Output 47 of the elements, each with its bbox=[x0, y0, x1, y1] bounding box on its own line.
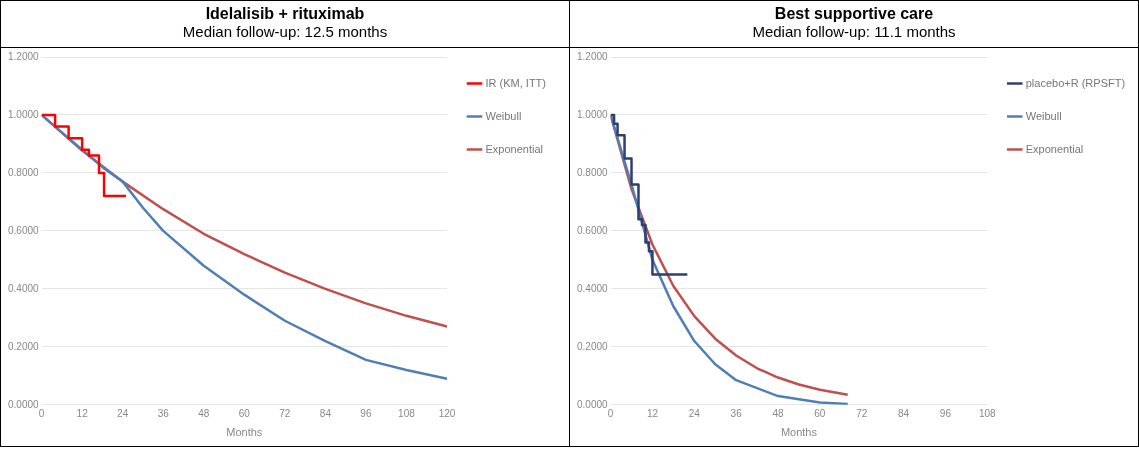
x-tick-label: 60 bbox=[238, 407, 251, 419]
y-tick-label: 1.0000 bbox=[7, 108, 40, 120]
legend-label: Weibull bbox=[485, 109, 522, 122]
x-tick-label: 84 bbox=[897, 407, 910, 419]
x-tick-label: 0 bbox=[607, 407, 614, 419]
y-tick-label: 0.0000 bbox=[7, 398, 40, 410]
x-tick-label: 120 bbox=[438, 407, 456, 419]
y-tick-label: 0.2000 bbox=[7, 340, 40, 352]
y-tick-label: 1.2000 bbox=[576, 50, 609, 62]
x-tick-label: 12 bbox=[646, 407, 659, 419]
x-tick-label: 108 bbox=[398, 407, 416, 419]
x-tick-label: 84 bbox=[319, 407, 332, 419]
x-tick-label: 108 bbox=[978, 407, 997, 419]
x-tick-label: 48 bbox=[772, 407, 784, 419]
y-tick-label: 1.0000 bbox=[576, 108, 609, 120]
chart-subtitle: Median follow-up: 11.1 months bbox=[751, 23, 957, 40]
legend-label: Exponential bbox=[485, 142, 544, 155]
y-tick-label: 0.8000 bbox=[576, 166, 609, 178]
chart-title: Idelalisib + rituximab bbox=[204, 5, 366, 23]
x-tick-label: 36 bbox=[157, 407, 170, 419]
x-tick-label: 72 bbox=[856, 407, 868, 419]
x-tick-label: 96 bbox=[939, 407, 952, 419]
x-tick-label: 24 bbox=[117, 407, 129, 419]
legend-label: Weibull bbox=[1025, 109, 1062, 122]
x-tick-label: 36 bbox=[730, 407, 743, 419]
y-tick-label: 0.4000 bbox=[576, 282, 609, 294]
y-tick-label: 1.2000 bbox=[7, 50, 40, 62]
x-tick-label: 96 bbox=[360, 407, 372, 419]
x-tick-label: 12 bbox=[76, 407, 89, 419]
x-tick-label: 0 bbox=[38, 407, 45, 419]
legend-label: placebo+R (RPSFT) bbox=[1025, 76, 1126, 89]
y-tick-label: 0.2000 bbox=[576, 340, 609, 352]
x-axis-title: Months bbox=[226, 426, 263, 439]
legend-label: IR (KM, ITT) bbox=[485, 76, 547, 89]
x-axis-title: Months bbox=[780, 426, 818, 439]
x-tick-label: 24 bbox=[688, 407, 701, 419]
y-tick-label: 0.8000 bbox=[7, 166, 40, 178]
x-tick-label: 60 bbox=[814, 407, 826, 419]
y-tick-label: 0.6000 bbox=[7, 224, 40, 236]
y-tick-label: 0.4000 bbox=[7, 282, 40, 294]
legend-label: Exponential bbox=[1025, 142, 1084, 155]
x-tick-label: 48 bbox=[198, 407, 210, 419]
y-tick-label: 0.6000 bbox=[576, 224, 609, 236]
x-tick-label: 72 bbox=[279, 407, 291, 419]
chart-title: Best supportive care bbox=[773, 5, 935, 23]
chart-subtitle: Median follow-up: 12.5 months bbox=[181, 23, 389, 40]
y-tick-label: 0.0000 bbox=[576, 398, 609, 410]
